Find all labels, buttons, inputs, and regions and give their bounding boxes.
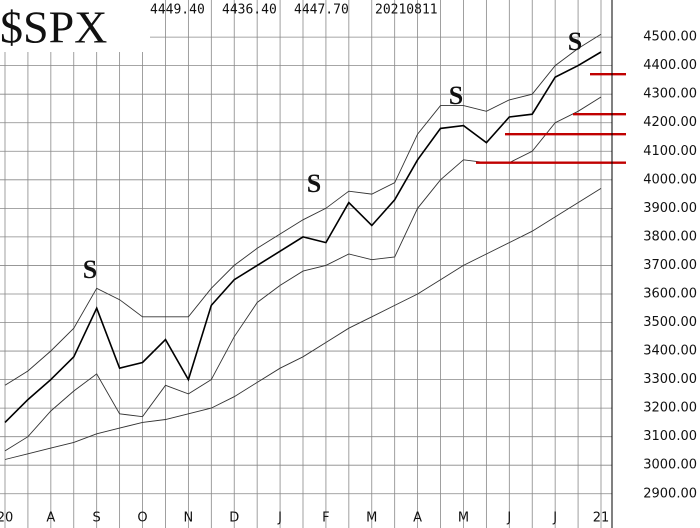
- x-tick-label: 21: [593, 511, 610, 526]
- y-tick-label: 4200.00: [643, 115, 697, 130]
- x-tick-label: N: [184, 511, 194, 526]
- y-tick-label: 3600.00: [643, 286, 697, 301]
- x-tick-label: J: [506, 511, 511, 526]
- y-tick-label: 3400.00: [643, 344, 697, 359]
- y-tick-label: 3200.00: [643, 401, 697, 416]
- y-tick-label: 4100.00: [643, 144, 697, 159]
- header-low: 4436.40: [222, 3, 277, 18]
- y-tick-label: 3700.00: [643, 258, 697, 273]
- y-tick-label: 3500.00: [643, 315, 697, 330]
- y-tick-label: 3000.00: [643, 458, 697, 473]
- x-tick-label: F: [322, 511, 329, 526]
- chart-title: $SPX: [0, 2, 107, 53]
- y-tick-label: 3100.00: [643, 429, 697, 444]
- series-line: [4, 188, 602, 460]
- series-line: [4, 51, 602, 423]
- x-tick-label: M: [366, 511, 377, 526]
- x-tick-label: 20: [0, 511, 13, 526]
- y-tick-label: 3300.00: [643, 372, 697, 387]
- y-tick-label: 3900.00: [643, 201, 697, 216]
- header-open: 4449.40: [150, 3, 205, 18]
- x-tick-label: S: [93, 511, 101, 526]
- x-tick-label: J: [277, 511, 282, 526]
- series-line: [4, 33, 602, 386]
- header-close: 4447.70: [294, 3, 349, 18]
- x-tick-label: A: [413, 511, 422, 526]
- y-tick-label: 4000.00: [643, 172, 697, 187]
- signal-marker: S: [568, 27, 582, 56]
- x-tick-label: D: [229, 511, 239, 526]
- grid: [0, 0, 612, 528]
- plot: [4, 33, 626, 460]
- signal-marker: S: [83, 255, 97, 284]
- x-tick-label: J: [552, 511, 557, 526]
- header-date: 20210811: [375, 3, 438, 18]
- title-backdrop: [0, 0, 150, 52]
- x-tick-label: M: [458, 511, 469, 526]
- y-tick-label: 4300.00: [643, 87, 697, 102]
- signal-marker: S: [307, 169, 321, 198]
- signal-marker: S: [449, 81, 463, 110]
- y-tick-label: 3800.00: [643, 229, 697, 244]
- y-tick-label: 4400.00: [643, 58, 697, 73]
- x-tick-label: A: [46, 511, 55, 526]
- y-tick-label: 4500.00: [643, 30, 697, 45]
- y-tick-label: 2900.00: [643, 486, 697, 501]
- x-tick-label: O: [137, 511, 147, 526]
